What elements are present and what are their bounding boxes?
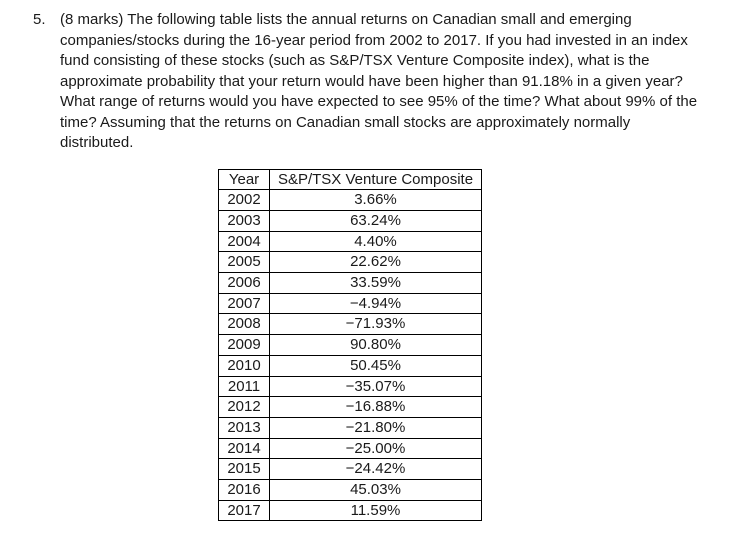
returns-table: Year S&P/TSX Venture Composite 2002 3.66…	[218, 168, 482, 522]
return-cell: 3.66%	[269, 189, 482, 211]
return-cell: −4.94%	[269, 292, 482, 315]
table-row: 2013 −21.80%	[218, 416, 482, 439]
table-row: 2006 33.59%	[218, 272, 482, 294]
table-row: 2011 −35.07%	[218, 375, 482, 398]
year-cell: 2014	[218, 437, 270, 460]
year-cell: 2017	[218, 499, 270, 522]
year-cell: 2011	[218, 375, 270, 398]
table-row: 2004 4.40%	[218, 230, 482, 253]
return-cell: −24.42%	[269, 458, 482, 481]
return-cell: −21.80%	[269, 416, 482, 439]
returns-table-body: 2002 3.66% 2003 63.24% 2004 4.40% 2005 2…	[218, 189, 482, 522]
year-cell: 2005	[218, 251, 270, 274]
return-cell: 11.59%	[269, 499, 482, 522]
year-cell: 2004	[218, 230, 270, 253]
table-row: 2015 −24.42%	[218, 458, 482, 481]
question-line: What range of returns would you have exp…	[60, 93, 698, 110]
table-row: 2005 22.62%	[218, 251, 482, 274]
table-row: 2009 90.80%	[218, 334, 482, 356]
return-cell: 63.24%	[269, 209, 482, 232]
return-cell: −35.07%	[269, 375, 482, 398]
year-cell: 2016	[218, 479, 270, 501]
return-cell: −25.00%	[269, 437, 482, 460]
return-cell: 4.40%	[269, 230, 482, 253]
table-row: 2016 45.03%	[218, 479, 482, 501]
question-number: 5.	[33, 11, 46, 28]
document-page: 5. (8 marks) The following table lists t…	[0, 0, 749, 522]
year-column-header: Year	[218, 168, 270, 191]
table-header-row: Year S&P/TSX Venture Composite	[218, 168, 482, 191]
return-cell: 22.62%	[269, 251, 482, 274]
table-row: 2003 63.24%	[218, 209, 482, 232]
return-cell: 45.03%	[269, 479, 482, 501]
return-cell: 33.59%	[269, 272, 482, 294]
return-cell: −71.93%	[269, 313, 482, 336]
question-line: (8 marks) The following table lists the …	[60, 11, 632, 28]
year-cell: 2010	[218, 354, 270, 377]
question-line: distributed.	[60, 134, 134, 151]
question-block: 5. (8 marks) The following table lists t…	[0, 0, 749, 154]
return-cell: 50.45%	[269, 354, 482, 377]
table-row: 2010 50.45%	[218, 354, 482, 377]
return-cell: −16.88%	[269, 396, 482, 418]
table-row: 2017 11.59%	[218, 499, 482, 522]
table-row: 2002 3.66%	[218, 189, 482, 211]
year-cell: 2012	[218, 396, 270, 418]
table-row: 2014 −25.00%	[218, 437, 482, 460]
question-line: fund consisting of these stocks (such as…	[60, 52, 650, 69]
year-cell: 2002	[218, 189, 270, 211]
year-cell: 2015	[218, 458, 270, 481]
year-cell: 2013	[218, 416, 270, 439]
question-line: companies/stocks during the 16-year peri…	[60, 31, 688, 49]
year-cell: 2003	[218, 209, 270, 232]
return-cell: 90.80%	[269, 334, 482, 356]
question-text: (8 marks) The following table lists the …	[60, 10, 697, 154]
table-row: 2012 −16.88%	[218, 396, 482, 418]
question-line: approximate probability that your return…	[60, 72, 683, 90]
year-cell: 2009	[218, 334, 270, 356]
index-column-header: S&P/TSX Venture Composite	[269, 168, 482, 191]
year-cell: 2006	[218, 272, 270, 294]
year-cell: 2008	[218, 313, 270, 336]
question-line: time? Assuming that the returns on Canad…	[60, 113, 631, 131]
table-row: 2007 −4.94%	[218, 292, 482, 315]
year-cell: 2007	[218, 292, 270, 315]
table-row: 2008 −71.93%	[218, 313, 482, 336]
